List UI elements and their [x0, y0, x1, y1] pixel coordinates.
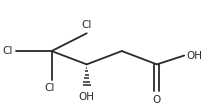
Text: Cl: Cl [2, 46, 13, 56]
Text: OH: OH [186, 51, 202, 60]
Text: OH: OH [79, 92, 95, 102]
Text: Cl: Cl [44, 83, 55, 93]
Text: O: O [153, 95, 161, 105]
Text: Cl: Cl [82, 20, 92, 30]
